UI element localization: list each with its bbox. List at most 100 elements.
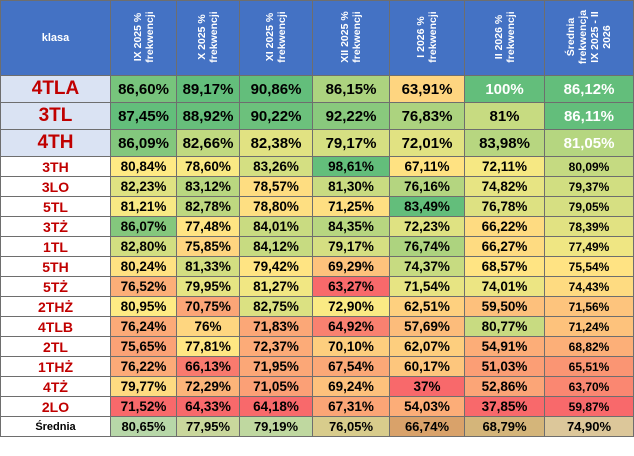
table-row: 4TLA 86,60% 89,17% 90,86% 86,15% 63,91% 100% 86… (0, 75, 634, 103)
cell-4tlb-col-1: 76% (176, 316, 240, 337)
row-label-3tz: 3TŻ (0, 216, 111, 237)
cell-4tz-col-2: 71,05% (239, 376, 313, 397)
row-label-2thz: 2THŻ (0, 296, 111, 317)
cell-3lo-col-4: 76,16% (389, 176, 465, 197)
cell-5th-col-5: 68,57% (464, 256, 545, 277)
cell-5tl-col-5: 76,78% (464, 196, 545, 217)
row-label-4tla: 4TLA (0, 75, 111, 103)
table-row: 4TŻ 79,77% 72,29% 71,05% 69,24% 37% 52,86% 63,7… (0, 376, 634, 397)
cell-3tz-col-4: 72,23% (389, 216, 465, 237)
total-row-label: Średnia (0, 416, 111, 437)
cell-3lo-col-6: 79,37% (544, 176, 634, 197)
cell-4tlb-col-4: 57,69% (389, 316, 465, 337)
cell-2lo-col-6: 59,87% (544, 396, 634, 417)
cell-4tla-col-2: 90,86% (239, 75, 313, 103)
cell-5th-col-6: 75,54% (544, 256, 634, 277)
cell-4th-col-1: 82,66% (176, 129, 240, 157)
cell-4tlb-col-6: 71,24% (544, 316, 634, 337)
cell-2tl-col-6: 68,82% (544, 336, 634, 357)
header-xii-2025: XII 2025 % frekwencji (312, 0, 390, 76)
cell-2lo-col-1: 64,33% (176, 396, 240, 417)
cell-1tl-col-6: 77,49% (544, 236, 634, 257)
row-label-4tlb: 4TLB (0, 316, 111, 337)
cell-3th-col-2: 83,26% (239, 156, 313, 177)
cell-3tl-col-2: 90,22% (239, 102, 313, 130)
cell-1tl-col-4: 76,74% (389, 236, 465, 257)
cell-5tz-col-3: 63,27% (312, 276, 390, 297)
cell-4tla-col-4: 63,91% (389, 75, 465, 103)
header-average-label: Średnia frekwencja IX 2025 - II 2026 (565, 9, 613, 65)
row-label-3tl: 3TL (0, 102, 111, 130)
cell-4tla-col-3: 86,15% (312, 75, 390, 103)
cell-2lo-col-2: 64,18% (239, 396, 313, 417)
cell-5tz-col-2: 81,27% (239, 276, 313, 297)
cell-3tz-col-0: 86,07% (110, 216, 177, 237)
table-row: 1TL 82,80% 75,85% 84,12% 79,17% 76,74% 66,27% 7… (0, 236, 634, 257)
cell-3tl-col-0: 87,45% (110, 102, 177, 130)
total-cell-col-4: 66,74% (389, 416, 465, 437)
cell-2thz-col-3: 72,90% (312, 296, 390, 317)
cell-2thz-col-5: 59,50% (464, 296, 545, 317)
cell-4tla-col-0: 86,60% (110, 75, 177, 103)
cell-3lo-col-2: 78,57% (239, 176, 313, 197)
cell-4tz-col-5: 52,86% (464, 376, 545, 397)
cell-3th-col-6: 80,09% (544, 156, 634, 177)
cell-3tz-col-6: 78,39% (544, 216, 634, 237)
cell-3th-col-3: 98,61% (312, 156, 390, 177)
cell-3th-col-1: 78,60% (176, 156, 240, 177)
table-row: 2LO 71,52% 64,33% 64,18% 67,31% 54,03% 37,85% 5… (0, 396, 634, 417)
cell-1tl-col-3: 79,17% (312, 236, 390, 257)
total-cell-col-1: 77,95% (176, 416, 240, 437)
row-label-1thz: 1THŻ (0, 356, 111, 377)
row-label-5tz: 5TŻ (0, 276, 111, 297)
cell-1tl-col-5: 66,27% (464, 236, 545, 257)
table-row: 1THŻ 76,22% 66,13% 71,95% 67,54% 60,17% 51,03%… (0, 356, 634, 377)
cell-1thz-col-4: 60,17% (389, 356, 465, 377)
cell-3tz-col-3: 84,35% (312, 216, 390, 237)
cell-2thz-col-1: 70,75% (176, 296, 240, 317)
table-body: 4TLA 86,60% 89,17% 90,86% 86,15% 63,91% 100% 86… (0, 75, 634, 437)
cell-3tz-col-2: 84,01% (239, 216, 313, 237)
cell-4tz-col-4: 37% (389, 376, 465, 397)
cell-4th-col-5: 83,98% (464, 129, 545, 157)
cell-2lo-col-4: 54,03% (389, 396, 465, 417)
row-label-1tl: 1TL (0, 236, 111, 257)
row-label-5tl: 5TL (0, 196, 111, 217)
table-row: 4TLB 76,24% 76% 71,83% 64,92% 57,69% 80,77% 71,… (0, 316, 634, 337)
table-row: 5TH 80,24% 81,33% 79,42% 69,29% 74,37% 68,57% 7… (0, 256, 634, 277)
cell-5tl-col-4: 83,49% (389, 196, 465, 217)
row-label-2lo: 2LO (0, 396, 111, 417)
row-label-3lo: 3LO (0, 176, 111, 197)
cell-5tl-col-6: 79,05% (544, 196, 634, 217)
cell-3th-col-4: 67,11% (389, 156, 465, 177)
row-label-3th: 3TH (0, 156, 111, 177)
cell-5th-col-4: 74,37% (389, 256, 465, 277)
table-row: 5TL 81,21% 82,78% 78,80% 71,25% 83,49% 76,78% 7… (0, 196, 634, 217)
header-i-2026-label: I 2026 % frekwencji (415, 11, 439, 63)
cell-4tlb-col-3: 64,92% (312, 316, 390, 337)
cell-5tl-col-2: 78,80% (239, 196, 313, 217)
cell-2lo-col-5: 37,85% (464, 396, 545, 417)
header-xi-2025-label: XI 2025 % frekwencji (264, 11, 288, 63)
header-ii-2026-label: II 2026 % frekwencji (492, 11, 517, 63)
table-row: 3TŻ 86,07% 77,48% 84,01% 84,35% 72,23% 66,22% 7… (0, 216, 634, 237)
cell-3lo-col-0: 82,23% (110, 176, 177, 197)
cell-5tl-col-0: 81,21% (110, 196, 177, 217)
cell-5tz-col-1: 79,95% (176, 276, 240, 297)
cell-2tl-col-2: 72,37% (239, 336, 313, 357)
cell-3lo-col-5: 74,82% (464, 176, 545, 197)
row-label-4th: 4TH (0, 129, 111, 157)
table-row: 3TL 87,45% 88,92% 90,22% 92,22% 76,83% 81% 86,1… (0, 102, 634, 130)
header-x-2025: X 2025 % frekwencji (176, 0, 240, 76)
header-ix-2025: IX 2025 % frekwencji (110, 0, 177, 76)
cell-2thz-col-4: 62,51% (389, 296, 465, 317)
row-label-5th: 5TH (0, 256, 111, 277)
cell-5th-col-1: 81,33% (176, 256, 240, 277)
cell-1tl-col-1: 75,85% (176, 236, 240, 257)
cell-4tla-col-6: 86,12% (544, 75, 634, 103)
cell-5tz-col-4: 71,54% (389, 276, 465, 297)
cell-5tl-col-3: 71,25% (312, 196, 390, 217)
cell-1thz-col-2: 71,95% (239, 356, 313, 377)
cell-2lo-col-3: 67,31% (312, 396, 390, 417)
